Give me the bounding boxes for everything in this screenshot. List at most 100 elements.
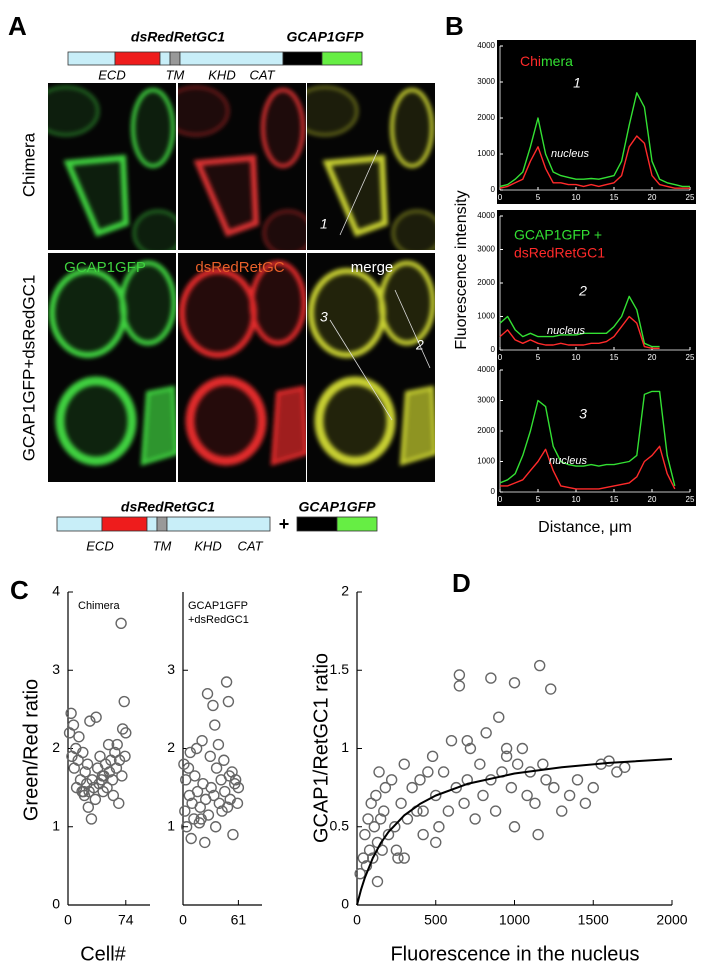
construct-label: GCAP1GFP — [298, 499, 376, 515]
data-point — [229, 774, 242, 786]
data-point — [378, 805, 390, 817]
domain-label: ECD — [86, 538, 113, 553]
data-point — [563, 789, 576, 802]
column-label: merge — [351, 259, 394, 276]
data-point — [430, 789, 442, 802]
scan-line-label: 2 — [415, 337, 424, 353]
data-point — [359, 828, 371, 841]
data-point — [85, 813, 98, 825]
data-point — [587, 781, 599, 794]
data-point — [360, 860, 373, 872]
data-point — [208, 789, 220, 802]
x-tick-label: 0 — [179, 912, 187, 928]
data-point — [450, 781, 462, 794]
x-tick-label: 2000 — [656, 912, 687, 928]
micrograph — [34, 83, 182, 255]
y-tick-label: 3000 — [477, 396, 495, 405]
data-point — [379, 781, 392, 794]
data-point — [82, 801, 95, 813]
data-point — [537, 758, 549, 770]
construct-label: GCAP1GFP — [286, 29, 364, 45]
x-tick-label: 0 — [498, 193, 503, 202]
panel-label: C — [10, 575, 29, 605]
schematic-bottom — [56, 516, 378, 532]
x-tick-label: 0 — [353, 912, 361, 928]
data-point — [368, 821, 381, 833]
data-point — [373, 766, 385, 778]
y-tick-label: 3 — [52, 661, 60, 677]
x-tick-label: 1000 — [499, 912, 530, 928]
data-point — [94, 750, 106, 763]
data-point — [445, 734, 458, 747]
data-point — [119, 750, 131, 763]
data-point — [474, 758, 486, 770]
legend: Chimera — [520, 53, 573, 69]
data-point — [201, 688, 214, 700]
data-point — [508, 821, 521, 833]
panel-label: D — [452, 568, 471, 598]
x-tick-label: 15 — [610, 495, 619, 504]
x-axis-title: Distance, μm — [538, 519, 632, 536]
annotation: 3 — [579, 406, 587, 422]
data-line — [499, 135, 690, 189]
scan-line — [394, 289, 431, 369]
chart: 1 2 3 0 61 GCAP1GFP +dsRedGC1 — [167, 592, 262, 928]
data-point — [120, 727, 132, 739]
data-point — [106, 774, 119, 786]
schematic-top — [67, 51, 363, 66]
data-point — [571, 774, 584, 786]
plot-background — [497, 364, 696, 506]
data-point — [382, 828, 395, 841]
x-tick-label: 0 — [498, 353, 503, 362]
data-point — [500, 750, 513, 763]
domain-label: KHD — [208, 67, 235, 82]
y-tick-label: 0 — [491, 185, 496, 194]
legend-part: Chi — [520, 53, 541, 69]
y-tick-label: 3000 — [477, 77, 495, 86]
data-line — [499, 315, 660, 349]
x-tick-label: 500 — [424, 912, 448, 928]
data-point — [374, 813, 387, 825]
data-point — [534, 659, 546, 672]
data-point — [184, 746, 196, 759]
plot-background — [497, 210, 696, 364]
x-tick-label: 5 — [536, 353, 541, 362]
data-point — [194, 801, 206, 813]
data-point — [480, 727, 492, 739]
scan-line — [339, 149, 379, 236]
x-tick-label: 20 — [648, 495, 657, 504]
data-point — [390, 844, 403, 856]
chart: 0 1 2 3 4 0 74 Green/Red ratio Cell# Chimera — [20, 583, 150, 965]
scan-line — [329, 319, 393, 421]
y-tick-label: 1000 — [477, 312, 495, 321]
data-point — [84, 715, 96, 727]
construct-label: dsRedRetGC1 — [121, 499, 215, 515]
legend-entry: dsRedRetGC1 — [514, 245, 605, 261]
legend-entry: GCAP1GFP + — [514, 227, 602, 243]
data-point — [505, 781, 518, 794]
chart: 0 1000 2000 3000 4000 0 5 10 15 20 25 3 nucleus — [477, 364, 696, 506]
column-label: dsRedRetGC — [195, 259, 284, 276]
x-tick-label: 5 — [536, 495, 541, 504]
data-point — [461, 734, 473, 747]
data-point — [370, 789, 382, 802]
x-tick-label: 74 — [118, 912, 134, 928]
data-point — [529, 797, 541, 809]
data-point — [204, 750, 216, 763]
y-tick-label: 2 — [52, 739, 60, 755]
domain-label: TM — [166, 67, 185, 82]
data-point — [190, 742, 203, 755]
chart: 0 1000 2000 3000 4000 0 5 10 15 20 25 2 nucleus GCAP1… — [477, 210, 696, 364]
y-tick-label: 4000 — [477, 365, 495, 374]
data-point — [485, 672, 497, 684]
x-tick-label: 5 — [536, 193, 541, 202]
data-point — [199, 836, 211, 849]
data-point — [500, 742, 513, 755]
y-tick-label: 2 — [167, 739, 175, 755]
data-point — [81, 758, 94, 770]
y-tick-label: 2000 — [477, 426, 495, 435]
x-tick-label: 0 — [498, 495, 503, 504]
data-point — [110, 762, 123, 774]
data-point — [489, 805, 502, 817]
